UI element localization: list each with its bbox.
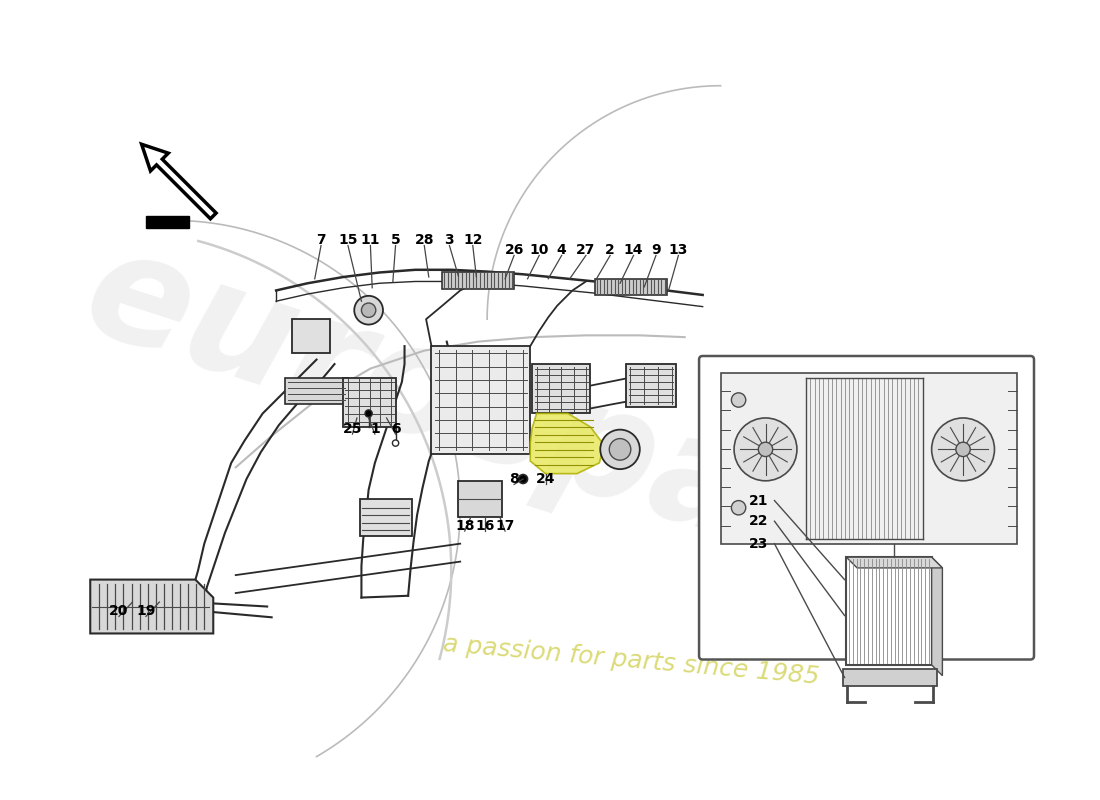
Text: 5: 5 [390,233,400,247]
Polygon shape [932,557,943,676]
Bar [285,378,348,405]
Circle shape [758,442,772,457]
Text: 12: 12 [463,233,483,247]
Circle shape [354,296,383,325]
Text: 2: 2 [605,243,615,257]
Bar [360,498,411,537]
Bar [532,364,591,414]
Text: 8: 8 [509,472,519,486]
Text: 11: 11 [361,233,381,247]
Text: 26: 26 [505,243,524,257]
Text: 28: 28 [415,233,434,247]
FancyArrow shape [142,144,216,218]
Text: 25: 25 [343,422,362,436]
Text: 27: 27 [576,243,595,257]
Bar [431,346,530,454]
Bar [595,278,667,295]
Circle shape [365,410,372,417]
Text: 18: 18 [455,518,474,533]
Circle shape [732,501,746,515]
Circle shape [393,440,398,446]
Text: 10: 10 [529,243,549,257]
Bar [843,670,937,686]
Text: 16: 16 [475,518,495,533]
Circle shape [732,393,746,407]
Bar [626,364,675,407]
Text: 21: 21 [749,494,768,507]
Text: eurospares: eurospares [67,216,1033,656]
Polygon shape [90,579,213,634]
Text: 4: 4 [557,243,566,257]
Bar [846,557,932,665]
FancyBboxPatch shape [700,356,1034,659]
Bar [146,216,189,229]
Bar [293,319,330,354]
Text: 15: 15 [338,233,358,247]
Text: 7: 7 [316,233,326,247]
Text: 9: 9 [651,243,661,257]
Circle shape [601,430,640,469]
Text: a passion for parts since 1985: a passion for parts since 1985 [441,632,820,689]
Circle shape [932,418,994,481]
Polygon shape [530,414,604,474]
Circle shape [609,438,630,460]
Bar [459,481,502,517]
Text: 19: 19 [136,604,155,618]
Text: 23: 23 [749,537,768,550]
Bar [720,373,1016,544]
Circle shape [956,442,970,457]
Text: 6: 6 [390,422,400,436]
Bar [442,273,514,289]
Circle shape [518,474,528,483]
Text: 13: 13 [669,243,689,257]
Circle shape [362,303,376,318]
Text: 20: 20 [109,604,129,618]
Text: 1: 1 [370,422,379,436]
Polygon shape [846,557,943,568]
Text: 22: 22 [749,514,768,528]
Bar [343,378,396,427]
Text: 3: 3 [444,233,454,247]
Text: 24: 24 [536,472,556,486]
Circle shape [734,418,796,481]
Text: 14: 14 [624,243,644,257]
Text: 17: 17 [495,518,515,533]
